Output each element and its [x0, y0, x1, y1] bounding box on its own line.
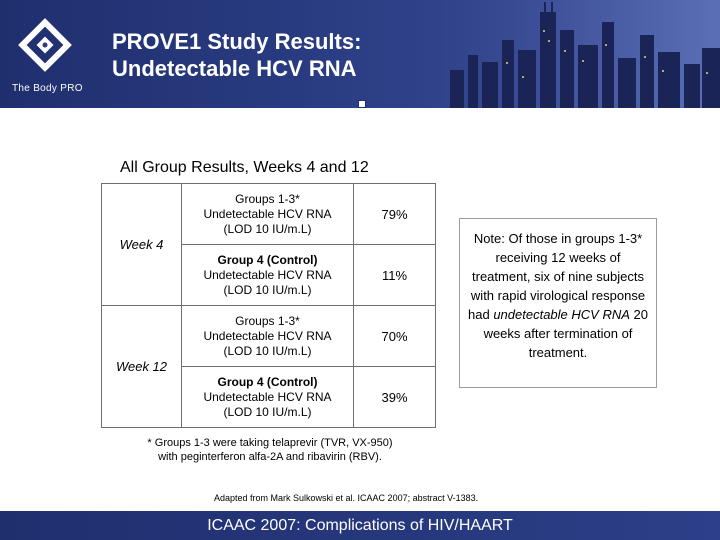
group-name: Groups 1-3* [235, 313, 300, 328]
week-label: Week 4 [101, 183, 182, 306]
group-detail-lod: (LOD 10 IU/m.L) [223, 343, 312, 358]
group-cell: Group 4 (Control) Undetectable HCV RNA (… [181, 366, 354, 428]
group-detail-lod: (LOD 10 IU/m.L) [223, 404, 312, 419]
week-label: Week 12 [101, 305, 182, 428]
group-name: Groups 1-3* [235, 191, 300, 206]
the-body-pro-logo [18, 18, 72, 72]
note-emphasis: undetectable HCV RNA [493, 307, 630, 322]
footer-banner: ICAAC 2007: Complications of HIV/HAART [0, 511, 720, 540]
group-cell: Groups 1-3* Undetectable HCV RNA (LOD 10… [181, 305, 354, 367]
group-detail-lod: (LOD 10 IU/m.L) [223, 282, 312, 297]
group-detail-lod: (LOD 10 IU/m.L) [223, 221, 312, 236]
footnote-line-2: with peginterferon alfa-2A and ribavirin… [158, 451, 382, 463]
footer-text: ICAAC 2007: Complications of HIV/HAART [207, 517, 513, 534]
group-cell: Group 4 (Control) Undetectable HCV RNA (… [181, 244, 354, 306]
header-banner: The Body PRO PROVE1 Study Results: Undet… [0, 0, 720, 108]
percent-value: 11% [353, 244, 436, 306]
results-table: Week 4 Groups 1-3* Undetectable HCV RNA … [101, 183, 436, 428]
brand-name: The Body PRO [12, 83, 83, 94]
note-text: Note: Of those in groups 1-3* receiving … [468, 231, 646, 322]
percent-value: 79% [353, 183, 436, 245]
group-name: Group 4 (Control) [217, 374, 318, 389]
slide-title: PROVE1 Study Results: Undetectable HCV R… [112, 28, 472, 82]
percent-value: 39% [353, 366, 436, 428]
table-title: All Group Results, Weeks 4 and 12 [120, 159, 369, 176]
table-row: Week 12 Groups 1-3* Undetectable HCV RNA… [101, 305, 436, 428]
title-line-2: Undetectable HCV RNA [112, 56, 357, 81]
group-cell: Groups 1-3* Undetectable HCV RNA (LOD 10… [181, 183, 354, 245]
percent-value: 70% [353, 305, 436, 367]
selection-marker [358, 100, 366, 108]
title-line-1: PROVE1 Study Results: [112, 29, 362, 54]
group-detail: Undetectable HCV RNA [203, 267, 332, 282]
footnote: * Groups 1-3 were taking telaprevir (TVR… [120, 436, 420, 464]
group-detail: Undetectable HCV RNA [203, 389, 332, 404]
city-skyline-image [390, 0, 720, 108]
footnote-line-1: * Groups 1-3 were taking telaprevir (TVR… [147, 437, 393, 449]
table-row: Group 4 (Control) Undetectable HCV RNA (… [102, 244, 436, 306]
table-row: Group 4 (Control) Undetectable HCV RNA (… [102, 366, 436, 428]
table-row: Week 4 Groups 1-3* Undetectable HCV RNA … [101, 183, 436, 306]
group-detail: Undetectable HCV RNA [203, 328, 332, 343]
source-citation: Adapted from Mark Sulkowski et al. ICAAC… [214, 493, 479, 503]
note-text-end: 20 weeks after termination of treatment. [483, 307, 648, 360]
group-detail: Undetectable HCV RNA [203, 206, 332, 221]
group-name: Group 4 (Control) [217, 252, 318, 267]
note-box: Note: Of those in groups 1-3* receiving … [459, 218, 657, 388]
